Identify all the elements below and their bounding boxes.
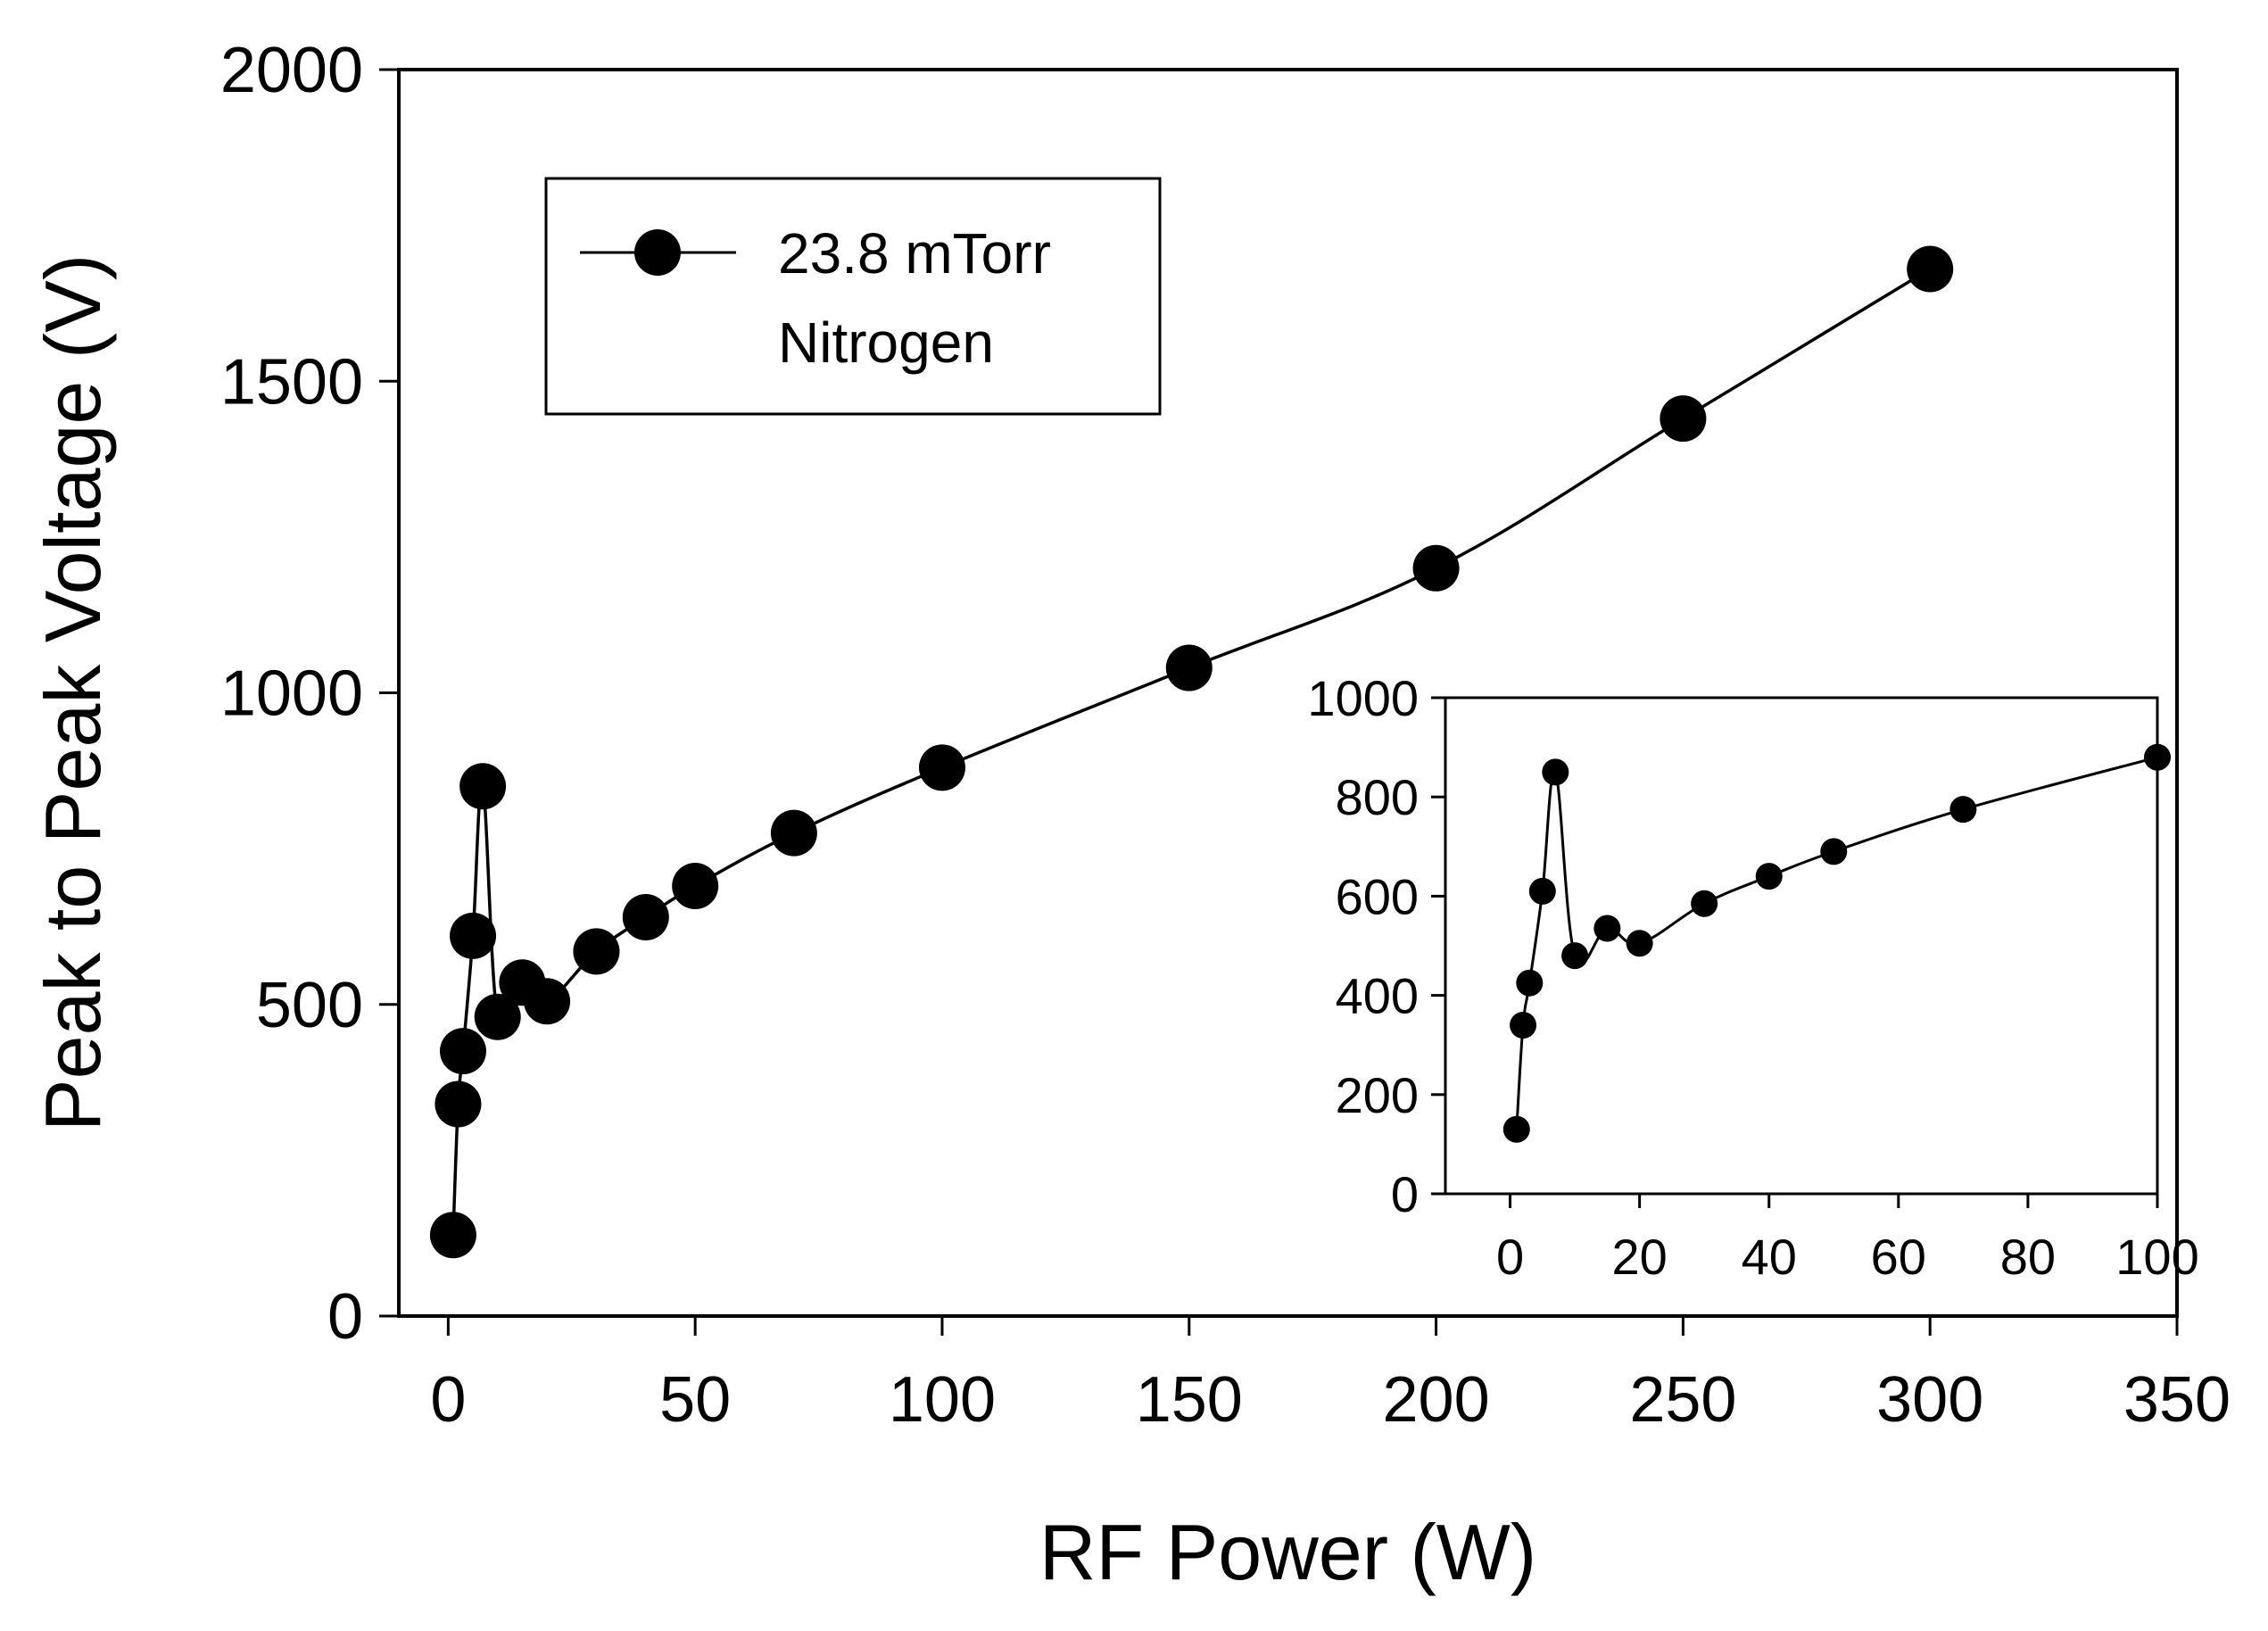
x-tick-label: 250 bbox=[1629, 1364, 1736, 1436]
y-tick-label: 1000 bbox=[220, 658, 363, 730]
x-tick-label: 0 bbox=[430, 1364, 466, 1436]
data-point bbox=[1561, 942, 1589, 970]
data-point bbox=[435, 1080, 482, 1128]
series-group bbox=[1502, 743, 2171, 1143]
data-point bbox=[1510, 1011, 1537, 1039]
main-plot: 0 50 100 150 200 250 300 3500500100015002000RF … bbox=[29, 35, 2231, 1596]
x-tick-label: 100 bbox=[2115, 1229, 2198, 1285]
x-tick-label: 60 bbox=[1871, 1229, 1926, 1285]
data-point bbox=[1820, 838, 1848, 865]
x-tick-label: 300 bbox=[1876, 1364, 1983, 1436]
y-tick-label: 500 bbox=[256, 970, 363, 1041]
data-point bbox=[2144, 743, 2171, 771]
x-tick-label: 50 bbox=[659, 1364, 731, 1436]
data-point bbox=[1691, 890, 1718, 917]
data-point bbox=[1907, 245, 1954, 293]
legend: 23.8 mTorr Nitrogen bbox=[544, 177, 1162, 416]
x-tick-label: 350 bbox=[2123, 1364, 2231, 1436]
data-point bbox=[1412, 544, 1460, 592]
legend-marker-sample bbox=[634, 229, 681, 276]
y-tick-label: 600 bbox=[1336, 868, 1419, 924]
legend-label-pressure: 23.8 mTorr bbox=[778, 221, 1051, 286]
data-point bbox=[450, 912, 497, 959]
x-tick-label: 0 bbox=[1496, 1229, 1524, 1285]
data-point bbox=[1755, 863, 1783, 890]
data-point bbox=[770, 809, 817, 857]
x-tick-label: 150 bbox=[1136, 1364, 1243, 1436]
data-point bbox=[524, 978, 571, 1025]
x-axis-ticks: 0 50 100 150 200 250 300 350 bbox=[430, 1316, 2231, 1436]
data-point bbox=[622, 893, 669, 940]
legend-box bbox=[544, 177, 1162, 416]
x-tick-label: 20 bbox=[1611, 1229, 1667, 1285]
x-tick-label: 200 bbox=[1383, 1364, 1490, 1436]
series-group bbox=[429, 245, 1954, 1259]
x-tick-label: 80 bbox=[2000, 1229, 2056, 1285]
x-axis-ticks: 0 20 40 60 80 100 bbox=[1496, 1194, 2199, 1285]
data-point bbox=[1660, 395, 1707, 443]
data-point bbox=[918, 744, 965, 791]
data-point bbox=[1516, 969, 1544, 997]
x-axis-title: RF Power (W) bbox=[1039, 1508, 1536, 1596]
legend-label-gas: Nitrogen bbox=[778, 310, 994, 375]
y-tick-label: 0 bbox=[327, 1281, 363, 1353]
data-point bbox=[1593, 915, 1621, 942]
y-tick-label: 0 bbox=[1391, 1166, 1419, 1222]
y-tick-label: 200 bbox=[1336, 1067, 1419, 1123]
y-tick-label: 1000 bbox=[1307, 670, 1419, 726]
y-tick-label: 400 bbox=[1336, 968, 1419, 1024]
data-point bbox=[1528, 877, 1556, 905]
x-tick-label: 100 bbox=[889, 1364, 996, 1436]
x-tick-label: 40 bbox=[1742, 1229, 1797, 1285]
data-point bbox=[1626, 930, 1653, 957]
data-point bbox=[672, 863, 719, 910]
data-point bbox=[573, 928, 620, 975]
data-point bbox=[439, 1028, 486, 1075]
data-point bbox=[474, 993, 521, 1040]
data-point bbox=[1502, 1115, 1530, 1143]
data-point bbox=[1542, 758, 1569, 786]
data-point bbox=[1949, 796, 1977, 824]
y-axis-ticks: 0 200 400 600 800 1000 bbox=[1307, 670, 1445, 1222]
y-tick-label: 800 bbox=[1336, 769, 1419, 825]
y-axis-ticks: 0 500 1000 1500 2000 bbox=[220, 35, 399, 1353]
data-point bbox=[1165, 644, 1213, 691]
y-tick-label: 2000 bbox=[220, 35, 363, 106]
y-axis-title: Peak to Peak Voltage (V) bbox=[29, 254, 117, 1131]
y-tick-label: 1500 bbox=[220, 346, 363, 418]
data-point bbox=[459, 763, 507, 810]
data-point bbox=[429, 1212, 476, 1259]
